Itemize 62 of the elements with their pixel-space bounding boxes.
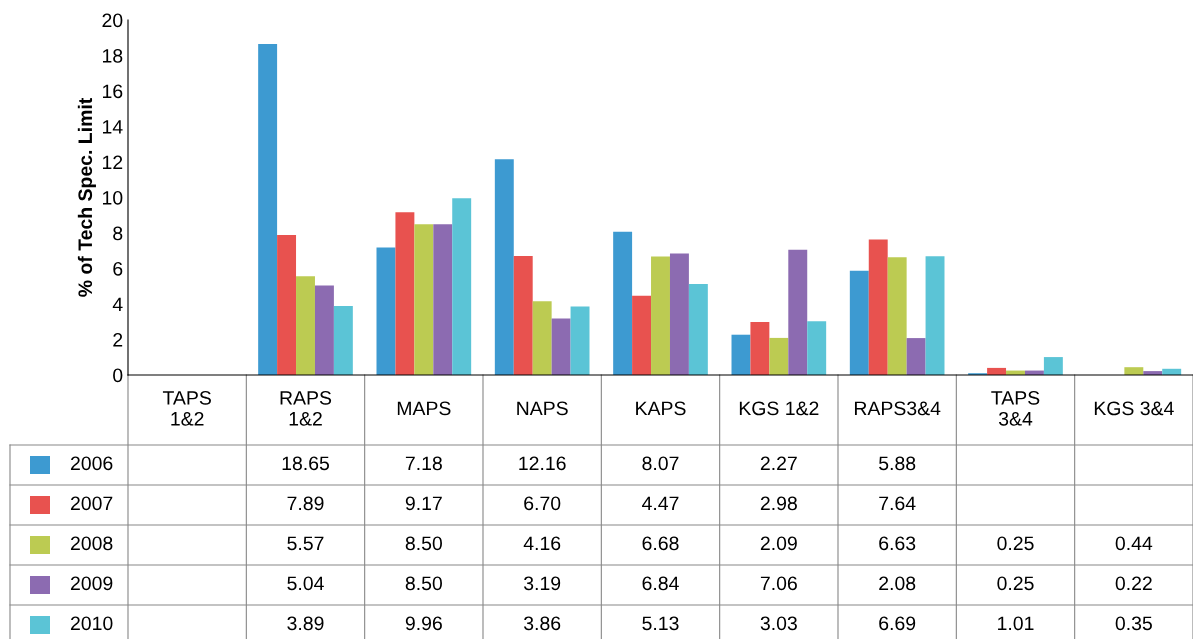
data-label: 8.50 xyxy=(405,576,442,591)
data-label: 9.96 xyxy=(405,616,442,631)
data-label: 1.01 xyxy=(998,616,1034,631)
data-label: 5.04 xyxy=(287,576,324,591)
data-label: 6.70 xyxy=(524,496,561,511)
data-label: 0.35 xyxy=(1115,616,1152,631)
legend-label: 2006 xyxy=(70,456,113,471)
data-label: 6.84 xyxy=(642,576,679,591)
data-label: 3.03 xyxy=(760,616,797,631)
y-tick-label: 20 xyxy=(102,13,123,28)
y-tick-label: 0 xyxy=(113,368,123,383)
y-tick-label: 10 xyxy=(103,190,123,205)
y-tick-label: 18 xyxy=(103,48,123,63)
data-label: 6.68 xyxy=(642,536,679,551)
data-label: 3.86 xyxy=(523,616,561,631)
y-tick-label: 8 xyxy=(113,226,123,241)
data-label: 4.16 xyxy=(523,536,561,551)
data-label: 5.57 xyxy=(287,536,324,551)
legend-label: 2007 xyxy=(70,496,113,511)
x-tick-label: KGS 3&4 xyxy=(1094,401,1174,416)
data-label: 7.18 xyxy=(405,456,442,471)
y-tick-label: 12 xyxy=(103,155,123,170)
data-label: 7.89 xyxy=(287,496,324,511)
data-label: 0.22 xyxy=(1115,576,1152,591)
data-label: 7.64 xyxy=(879,496,916,511)
legend-label: 2010 xyxy=(70,616,113,631)
data-label: 18.65 xyxy=(282,456,330,471)
data-label: 0.44 xyxy=(1115,536,1153,551)
x-tick-label: TAPS 3&4 xyxy=(991,390,1040,426)
x-tick-label: TAPS 1&2 xyxy=(162,390,211,426)
data-label: 3.89 xyxy=(287,616,324,631)
y-axis-title: % of Tech Spec. Limit xyxy=(77,97,96,297)
x-tick-label: RAPS 1&2 xyxy=(280,390,332,426)
data-label: 4.47 xyxy=(642,496,679,511)
data-label: 2.98 xyxy=(760,496,797,511)
legend-label: 2009 xyxy=(70,576,113,591)
data-label: 6.69 xyxy=(879,616,916,631)
data-label: 2.09 xyxy=(760,536,797,551)
y-tick-label: 4 xyxy=(112,297,123,312)
data-label: 5.88 xyxy=(879,456,916,471)
x-tick-label: NAPS xyxy=(517,401,568,416)
data-label: 8.50 xyxy=(405,536,442,551)
x-tick-label: KGS 1&2 xyxy=(739,401,819,416)
legend-label: 2008 xyxy=(70,536,113,551)
x-tick-label: RAPS3&4 xyxy=(854,401,941,416)
y-tick-label: 16 xyxy=(103,84,123,99)
x-tick-label: MAPS xyxy=(397,401,451,416)
y-tick-label: 2 xyxy=(113,332,123,347)
data-label: 12.16 xyxy=(519,456,566,471)
data-label: 7.06 xyxy=(760,576,797,591)
data-label: 5.13 xyxy=(642,616,679,631)
data-label: 0.25 xyxy=(997,576,1034,591)
data-label: 6.63 xyxy=(879,536,916,551)
data-label: 9.17 xyxy=(405,496,442,511)
data-label: 8.07 xyxy=(642,456,679,471)
y-tick-label: 6 xyxy=(113,261,123,276)
data-label: 3.19 xyxy=(523,576,561,591)
y-tick-label: 14 xyxy=(103,120,123,134)
x-tick-label: KAPS xyxy=(636,401,686,416)
data-label: 2.27 xyxy=(760,456,797,471)
data-label: 0.25 xyxy=(997,536,1034,551)
data-label: 2.08 xyxy=(879,576,916,591)
